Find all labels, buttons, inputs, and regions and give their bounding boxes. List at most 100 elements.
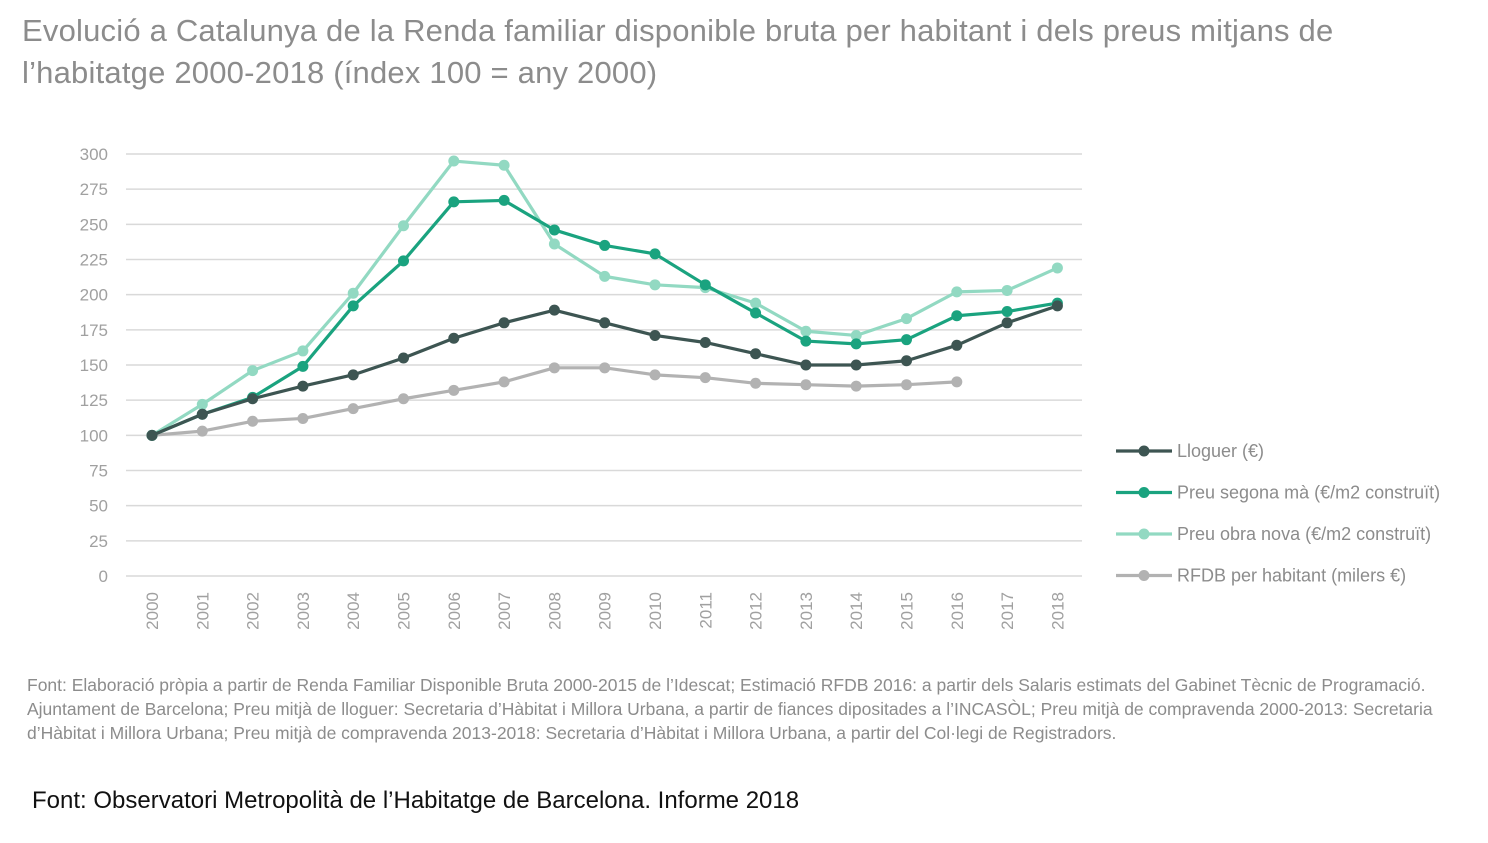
data-point bbox=[196, 398, 208, 410]
series-line bbox=[151, 159, 1059, 437]
data-point bbox=[146, 429, 158, 441]
data-point bbox=[448, 332, 460, 344]
data-point bbox=[548, 362, 560, 374]
data-point bbox=[498, 159, 510, 171]
data-point bbox=[750, 297, 762, 309]
x-tick-label: 2016 bbox=[948, 592, 967, 630]
data-point bbox=[347, 287, 359, 299]
y-tick-label: 150 bbox=[80, 356, 108, 375]
x-tick-label: 2003 bbox=[294, 592, 313, 630]
series-lines bbox=[146, 155, 1063, 441]
legend-label: Preu segona mà (€/m2 construït) bbox=[1177, 483, 1440, 503]
y-tick-label: 50 bbox=[89, 497, 108, 516]
data-point bbox=[649, 369, 661, 381]
data-point bbox=[297, 345, 309, 357]
y-tick-label: 225 bbox=[80, 251, 108, 270]
data-point bbox=[599, 362, 611, 374]
x-tick-label: 2015 bbox=[898, 592, 917, 630]
x-tick-label: 2014 bbox=[847, 592, 866, 630]
x-tick-label: 2012 bbox=[747, 592, 766, 630]
x-tick-label: 2009 bbox=[596, 592, 615, 630]
x-tick-label: 2018 bbox=[1048, 592, 1067, 630]
data-point bbox=[398, 352, 409, 364]
data-point bbox=[297, 412, 309, 424]
legend-item: Preu obra nova (€/m2 construït) bbox=[1116, 524, 1431, 544]
data-point bbox=[297, 380, 309, 392]
x-tick-label: 2000 bbox=[143, 592, 162, 630]
legend: Lloguer (€) Preu segona mà (€/m2 construï… bbox=[1116, 441, 1440, 586]
x-tick-label: 2011 bbox=[696, 592, 715, 629]
data-point bbox=[951, 339, 963, 351]
data-point bbox=[901, 313, 912, 325]
data-point bbox=[398, 220, 409, 232]
data-point bbox=[498, 317, 510, 329]
legend-marker bbox=[1138, 528, 1150, 540]
data-point bbox=[599, 239, 611, 251]
series-line bbox=[151, 366, 957, 437]
y-tick-label: 175 bbox=[80, 321, 108, 340]
x-tick-label: 2004 bbox=[344, 592, 363, 630]
data-point bbox=[750, 307, 762, 319]
source-main: Font: Observatori Metropolità de l’Habit… bbox=[32, 787, 800, 814]
data-point bbox=[398, 255, 409, 267]
legend-marker bbox=[1138, 487, 1150, 498]
data-point bbox=[247, 393, 259, 405]
x-tick-label: 2006 bbox=[445, 592, 464, 630]
data-point bbox=[448, 196, 460, 208]
y-tick-label: 300 bbox=[80, 145, 108, 164]
data-point bbox=[1001, 317, 1013, 329]
data-point bbox=[951, 286, 963, 298]
legend-marker bbox=[1138, 445, 1150, 457]
y-tick-label: 0 bbox=[99, 567, 108, 586]
data-point bbox=[800, 379, 812, 391]
series-lloguer bbox=[146, 300, 1063, 441]
data-point bbox=[800, 335, 812, 347]
y-tick-label: 100 bbox=[80, 426, 108, 445]
data-point bbox=[599, 317, 611, 329]
data-point bbox=[347, 369, 359, 381]
data-point bbox=[951, 310, 963, 322]
data-point bbox=[750, 377, 762, 389]
legend-marker bbox=[1138, 570, 1150, 581]
legend-label: RFDB per habitant (milers €) bbox=[1177, 566, 1406, 586]
data-point bbox=[750, 348, 762, 360]
data-point bbox=[699, 336, 711, 348]
legend-label: Preu obra nova (€/m2 construït) bbox=[1177, 524, 1431, 544]
series-rfdb bbox=[146, 362, 963, 441]
data-point bbox=[951, 376, 963, 388]
x-tick-label: 2001 bbox=[193, 592, 212, 630]
data-point bbox=[1001, 284, 1013, 296]
data-point bbox=[850, 329, 862, 341]
data-point bbox=[247, 365, 259, 377]
y-tick-label: 275 bbox=[80, 180, 108, 199]
data-point bbox=[498, 376, 510, 388]
data-point bbox=[1051, 300, 1063, 312]
data-point bbox=[448, 384, 460, 396]
data-point bbox=[1051, 262, 1063, 274]
data-point bbox=[548, 224, 560, 236]
data-point bbox=[599, 270, 611, 282]
x-axis-ticks: 2000 2001 2002 2003 2004 2005 2006 2007 2008 2009… bbox=[143, 592, 1067, 630]
x-tick-label: 2007 bbox=[495, 592, 514, 630]
data-point bbox=[901, 355, 912, 367]
y-tick-label: 75 bbox=[89, 462, 108, 481]
data-point bbox=[850, 380, 862, 392]
x-tick-label: 2017 bbox=[998, 592, 1017, 630]
legend-item: Lloguer (€) bbox=[1116, 441, 1264, 461]
data-point bbox=[649, 279, 661, 291]
x-tick-label: 2010 bbox=[646, 592, 665, 630]
x-tick-label: 2008 bbox=[545, 592, 564, 630]
data-point bbox=[548, 238, 560, 250]
source-note: Font: Elaboració pròpia a partir de Rend… bbox=[27, 675, 1433, 743]
data-point bbox=[850, 338, 862, 350]
legend-label: Lloguer (€) bbox=[1177, 441, 1264, 461]
data-point bbox=[347, 403, 359, 415]
data-point bbox=[548, 304, 560, 316]
data-point bbox=[850, 359, 862, 371]
y-tick-label: 125 bbox=[80, 391, 108, 410]
data-point bbox=[649, 248, 661, 260]
x-tick-label: 2005 bbox=[395, 592, 414, 630]
series-preu bbox=[146, 155, 1063, 441]
legend-item: RFDB per habitant (milers €) bbox=[1116, 566, 1406, 586]
